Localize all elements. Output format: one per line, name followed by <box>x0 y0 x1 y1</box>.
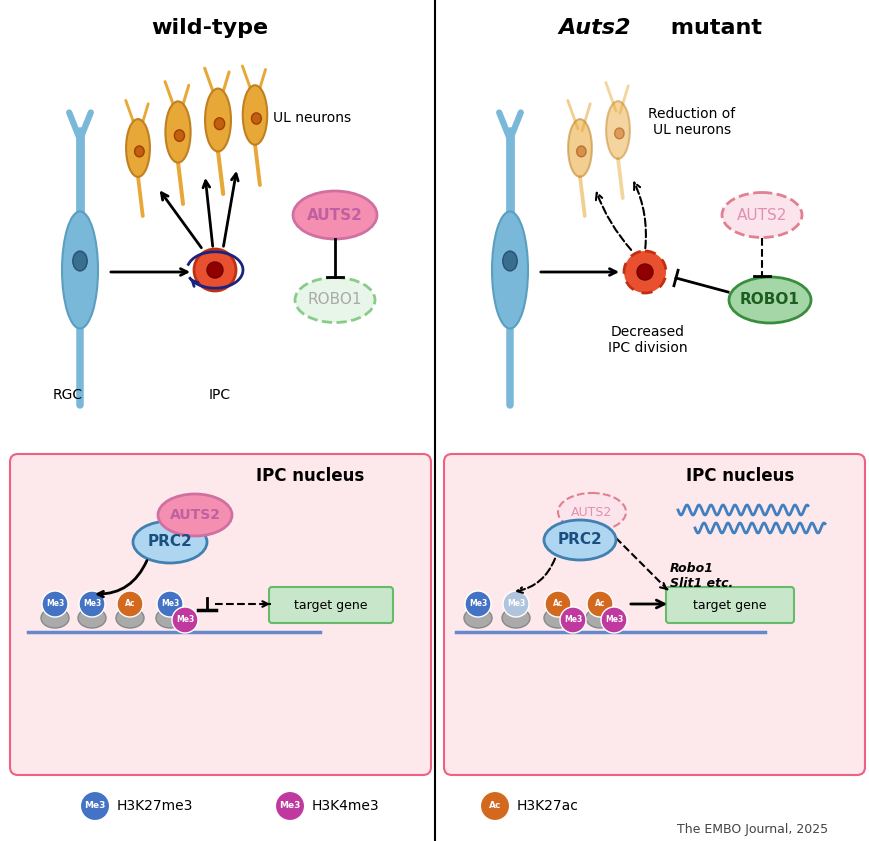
Ellipse shape <box>126 119 149 177</box>
Text: UL neurons: UL neurons <box>273 111 351 125</box>
Ellipse shape <box>251 113 261 124</box>
Text: PRC2: PRC2 <box>557 532 601 547</box>
Text: IPC nucleus: IPC nucleus <box>255 467 364 485</box>
Text: Robo1
Slit1 etc.: Robo1 Slit1 etc. <box>669 562 733 590</box>
Ellipse shape <box>62 211 98 329</box>
Text: Me3: Me3 <box>604 616 622 625</box>
FancyBboxPatch shape <box>269 587 393 623</box>
Circle shape <box>544 591 570 617</box>
Ellipse shape <box>242 85 267 145</box>
Text: wild-type: wild-type <box>151 18 269 38</box>
Text: Me3: Me3 <box>84 801 105 811</box>
Ellipse shape <box>543 608 571 628</box>
Ellipse shape <box>174 130 184 141</box>
Text: PRC2: PRC2 <box>148 535 192 549</box>
Ellipse shape <box>41 608 69 628</box>
Text: Me3: Me3 <box>176 616 194 625</box>
Text: IPC nucleus: IPC nucleus <box>685 467 793 485</box>
Ellipse shape <box>492 211 527 329</box>
Circle shape <box>600 607 627 633</box>
Circle shape <box>42 591 68 617</box>
Ellipse shape <box>214 118 224 130</box>
Text: Ac: Ac <box>124 600 135 609</box>
Ellipse shape <box>133 521 207 563</box>
Text: Me3: Me3 <box>507 600 525 609</box>
Ellipse shape <box>205 88 230 151</box>
Ellipse shape <box>636 264 653 280</box>
Text: Me3: Me3 <box>46 600 64 609</box>
Text: AUTS2: AUTS2 <box>571 505 612 519</box>
Ellipse shape <box>207 262 222 278</box>
Text: ROBO1: ROBO1 <box>308 293 362 308</box>
Text: AUTS2: AUTS2 <box>307 208 362 223</box>
Text: IPC: IPC <box>209 388 231 402</box>
Ellipse shape <box>135 146 144 156</box>
Text: target gene: target gene <box>693 599 766 611</box>
Text: Decreased
IPC division: Decreased IPC division <box>607 325 687 355</box>
Ellipse shape <box>721 193 801 237</box>
Circle shape <box>480 791 509 821</box>
Text: Me3: Me3 <box>563 616 581 625</box>
Text: H3K27ac: H3K27ac <box>516 799 578 813</box>
Text: RGC: RGC <box>53 388 83 402</box>
Ellipse shape <box>463 608 492 628</box>
Ellipse shape <box>165 102 190 162</box>
Circle shape <box>156 591 182 617</box>
Ellipse shape <box>728 277 810 323</box>
Ellipse shape <box>73 251 87 271</box>
Text: Reduction of
UL neurons: Reduction of UL neurons <box>647 107 735 137</box>
Text: H3K4me3: H3K4me3 <box>312 799 379 813</box>
Text: Ac: Ac <box>488 801 501 811</box>
Circle shape <box>80 791 109 821</box>
FancyBboxPatch shape <box>10 454 430 775</box>
Text: target gene: target gene <box>294 599 368 611</box>
Text: Me3: Me3 <box>468 600 487 609</box>
Ellipse shape <box>502 251 516 271</box>
Text: ROBO1: ROBO1 <box>740 293 799 308</box>
Ellipse shape <box>78 608 106 628</box>
Text: mutant: mutant <box>662 18 761 38</box>
Ellipse shape <box>576 146 586 156</box>
Ellipse shape <box>586 608 614 628</box>
Ellipse shape <box>567 119 591 177</box>
Circle shape <box>275 791 305 821</box>
Ellipse shape <box>156 608 183 628</box>
Circle shape <box>116 591 143 617</box>
Text: AUTS2: AUTS2 <box>736 208 786 223</box>
FancyBboxPatch shape <box>443 454 864 775</box>
Ellipse shape <box>116 608 144 628</box>
Circle shape <box>560 607 586 633</box>
Text: H3K27me3: H3K27me3 <box>116 799 193 813</box>
Text: Me3: Me3 <box>83 600 101 609</box>
Circle shape <box>172 607 198 633</box>
Text: Ac: Ac <box>594 600 605 609</box>
Text: AUTS2: AUTS2 <box>169 508 220 522</box>
Circle shape <box>79 591 105 617</box>
Circle shape <box>502 591 528 617</box>
Text: Auts2: Auts2 <box>558 18 631 38</box>
FancyBboxPatch shape <box>666 587 793 623</box>
Ellipse shape <box>293 191 376 239</box>
Text: Me3: Me3 <box>279 801 301 811</box>
Circle shape <box>587 591 613 617</box>
Ellipse shape <box>543 520 615 560</box>
Ellipse shape <box>557 493 626 531</box>
Text: The EMBO Journal, 2025: The EMBO Journal, 2025 <box>676 823 827 837</box>
Ellipse shape <box>158 494 232 536</box>
Ellipse shape <box>501 608 529 628</box>
Text: Ac: Ac <box>552 600 562 609</box>
Ellipse shape <box>606 101 629 159</box>
Ellipse shape <box>623 251 666 293</box>
Text: Me3: Me3 <box>161 600 179 609</box>
Ellipse shape <box>614 128 623 139</box>
Circle shape <box>464 591 490 617</box>
Ellipse shape <box>194 249 235 291</box>
Ellipse shape <box>295 278 375 322</box>
